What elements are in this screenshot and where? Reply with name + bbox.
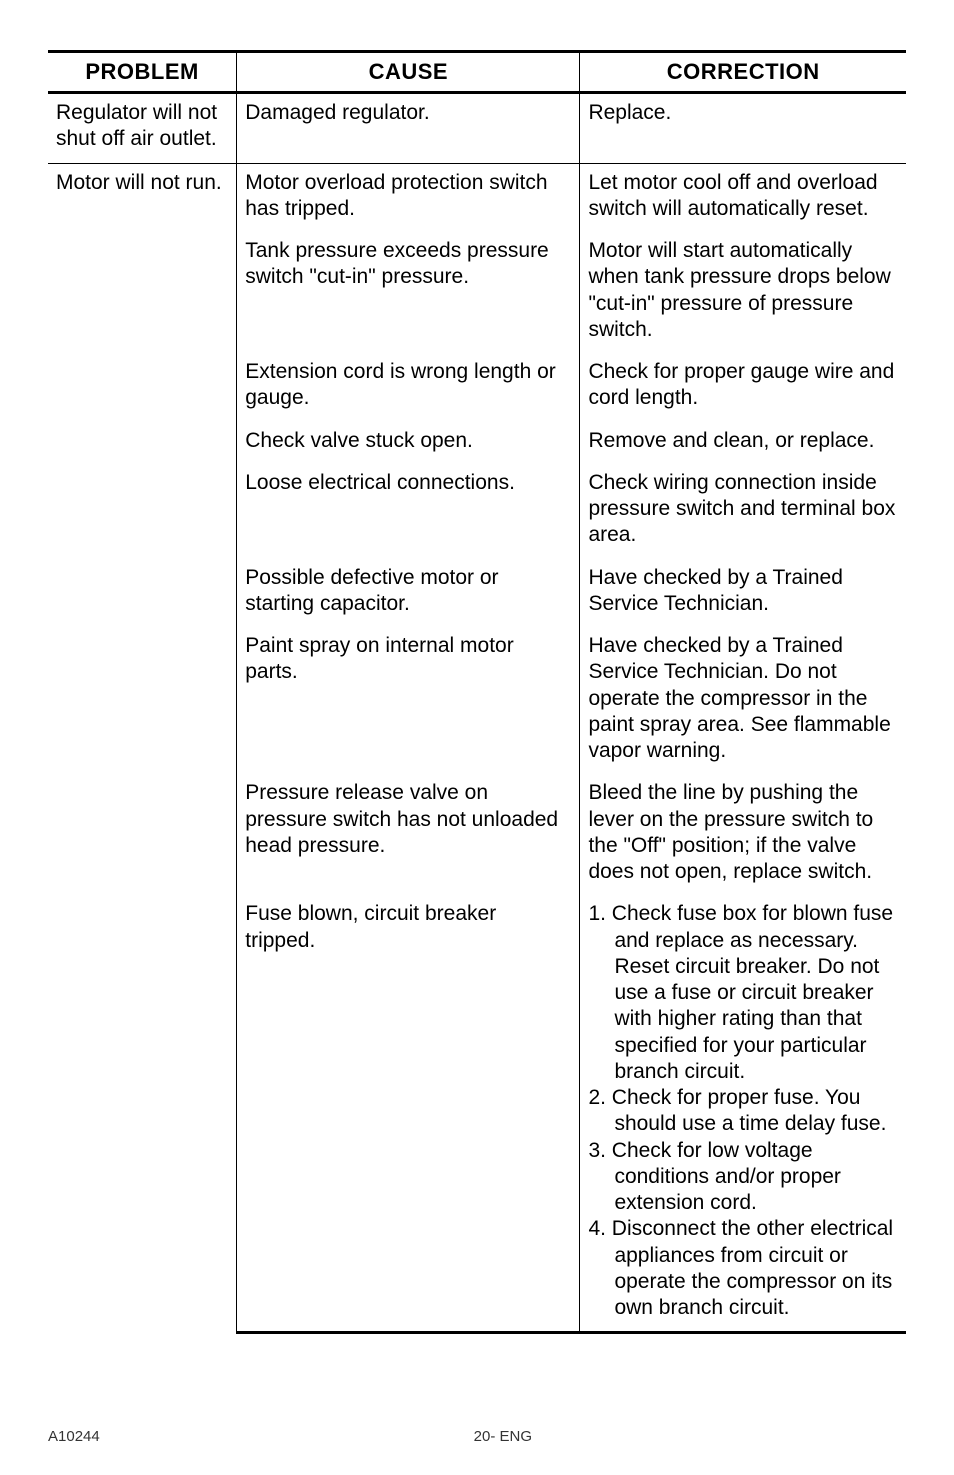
footer-page-number: 20- ENG xyxy=(48,1428,906,1445)
cell-correction: Remove and clean, or replace. xyxy=(580,422,906,464)
header-problem: PROBLEM xyxy=(48,52,237,93)
cell-cause: Loose electrical connections. xyxy=(237,464,580,559)
cell-cause: Check valve stuck open. xyxy=(237,422,580,464)
list-item: 4. Disconnect the other electrical appli… xyxy=(588,1216,898,1321)
header-correction: CORRECTION xyxy=(580,52,906,93)
cell-cause: Paint spray on internal motor parts. xyxy=(237,627,580,774)
cell-cause: Motor overload protection switch has tri… xyxy=(237,163,580,232)
list-item: 3. Check for low voltage conditions and/… xyxy=(588,1138,898,1217)
table-row: Regulator will not shut off air outlet. … xyxy=(48,93,906,164)
table-row: Motor will not run. Motor overload prote… xyxy=(48,163,906,232)
cell-cause: Extension cord is wrong length or gauge. xyxy=(237,353,580,422)
cell-cause: Fuse blown, circuit breaker tripped. xyxy=(237,895,580,1333)
cell-problem: Motor will not run. xyxy=(48,163,237,1333)
cell-correction: Check for proper gauge wire and cord len… xyxy=(580,353,906,422)
header-cause: CAUSE xyxy=(237,52,580,93)
cell-correction: Motor will start automatically when tank… xyxy=(580,232,906,353)
cell-correction: 1. Check fuse box for blown fuse and rep… xyxy=(580,895,906,1333)
list-item: 2. Check for proper fuse. You should use… xyxy=(588,1085,898,1138)
cell-cause: Tank pressure exceeds pressure switch "c… xyxy=(237,232,580,353)
cell-correction: Have checked by a Trained Service Techni… xyxy=(580,627,906,774)
cell-correction: Let motor cool off and overload switch w… xyxy=(580,163,906,232)
page-footer: A10244 20- ENG xyxy=(0,1428,954,1445)
cell-correction: Check wiring connection inside pressure … xyxy=(580,464,906,559)
cell-cause: Damaged regulator. xyxy=(237,93,580,164)
cell-correction: Replace. xyxy=(580,93,906,164)
footer-doc-id: A10244 xyxy=(48,1428,100,1445)
cell-correction: Bleed the line by pushing the lever on t… xyxy=(580,774,906,895)
troubleshooting-table: PROBLEM CAUSE CORRECTION Regulator will … xyxy=(48,50,906,1334)
cell-problem: Regulator will not shut off air outlet. xyxy=(48,93,237,164)
list-item: 1. Check fuse box for blown fuse and rep… xyxy=(588,901,898,1085)
cell-correction: Have checked by a Trained Service Techni… xyxy=(580,559,906,628)
cell-cause: Pressure release valve on pressure switc… xyxy=(237,774,580,895)
cell-cause: Possible defective motor or starting cap… xyxy=(237,559,580,628)
correction-list: 1. Check fuse box for blown fuse and rep… xyxy=(588,901,898,1321)
table-header-row: PROBLEM CAUSE CORRECTION xyxy=(48,52,906,93)
